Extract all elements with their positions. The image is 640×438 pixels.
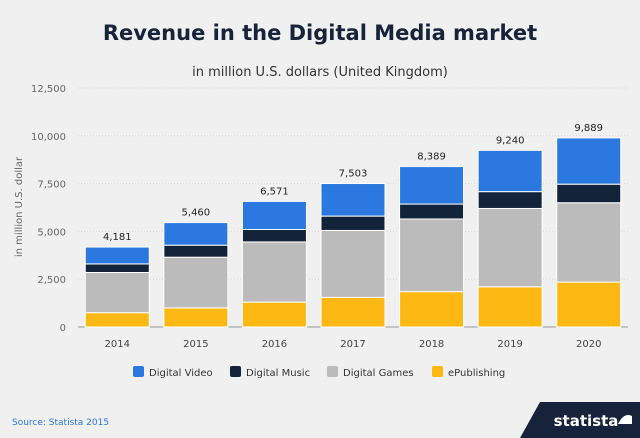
x-axis-ticks: 2014 2015 2016 2017 2018 2019 2020	[105, 339, 602, 350]
bar-segment	[241, 301, 307, 328]
bar-segment	[320, 296, 386, 328]
total-label: 8,389	[417, 152, 446, 163]
bar-segment	[241, 200, 307, 230]
chart-title: Revenue in the Digital Media market	[103, 21, 537, 45]
legend-label: Digital Video	[149, 368, 213, 379]
bar-segment	[163, 256, 229, 309]
legend-label: Digital Games	[343, 368, 414, 379]
total-label: 4,181	[103, 232, 132, 243]
total-label: 6,571	[260, 186, 289, 197]
legend-label: Digital Music	[246, 368, 310, 379]
y-tick-label: 5,000	[37, 227, 66, 238]
bar-segment	[84, 263, 150, 274]
bar-segment	[84, 246, 150, 265]
bar-segment	[399, 218, 465, 293]
x-tick-label: 2019	[497, 339, 522, 350]
total-label: 7,503	[339, 169, 368, 180]
bar-segment	[163, 222, 229, 246]
legend-swatch	[230, 366, 241, 377]
bar-segment	[399, 291, 465, 328]
bar-segment	[320, 215, 386, 231]
y-axis-label: in million U.S. dollar	[14, 156, 25, 257]
bar-segment	[241, 241, 307, 303]
x-tick-label: 2017	[340, 339, 365, 350]
x-tick-label: 2015	[183, 339, 208, 350]
bar-segment	[477, 149, 543, 193]
bar-segment	[241, 228, 307, 243]
y-tick-label: 12,500	[31, 84, 66, 95]
legend-swatch	[327, 366, 338, 377]
bar-segment	[556, 202, 622, 283]
legend-swatch	[133, 366, 144, 377]
bar-segment	[399, 166, 465, 205]
bar-segment	[399, 203, 465, 220]
y-axis-ticks: 0 2,500 5,000 7,500 10,000 12,500	[31, 84, 66, 334]
statista-logo: statista	[520, 402, 640, 438]
total-label: 9,889	[574, 123, 603, 134]
x-tick-label: 2018	[419, 339, 444, 350]
bar-segment	[477, 191, 543, 209]
bar-segment	[163, 307, 229, 328]
chart-subtitle: in million U.S. dollars (United Kingdom)	[192, 65, 448, 80]
bar-segment	[320, 183, 386, 217]
legend: Digital Video Digital Music Digital Games e…	[133, 366, 505, 379]
bar-segment	[84, 312, 150, 328]
y-tick-label: 7,500	[37, 180, 66, 191]
total-labels: 4,181 5,460 6,571 7,503 8,389 9,240 9,889	[103, 123, 603, 243]
bars	[84, 137, 622, 328]
bar-segment	[556, 183, 622, 204]
bar-segment	[477, 286, 543, 328]
bar-segment	[84, 272, 150, 314]
x-tick-label: 2016	[262, 339, 287, 350]
y-tick-label: 10,000	[31, 132, 66, 143]
y-tick-label: 2,500	[37, 275, 66, 286]
y-tick-label: 0	[60, 323, 66, 334]
x-tick-label: 2020	[576, 339, 601, 350]
source-note: Source: Statista 2015	[12, 418, 109, 428]
legend-swatch	[432, 366, 443, 377]
bar-segment	[556, 137, 622, 185]
bar-segment	[477, 207, 543, 288]
x-tick-label: 2014	[105, 339, 130, 350]
bar-segment	[556, 281, 622, 328]
bar-segment	[320, 229, 386, 298]
bar-segment	[163, 244, 229, 258]
total-label: 9,240	[496, 135, 525, 146]
brand-name: statista	[554, 412, 619, 430]
total-label: 5,460	[182, 208, 211, 219]
legend-label: ePublishing	[448, 368, 505, 379]
brand-wave-icon	[618, 415, 632, 424]
